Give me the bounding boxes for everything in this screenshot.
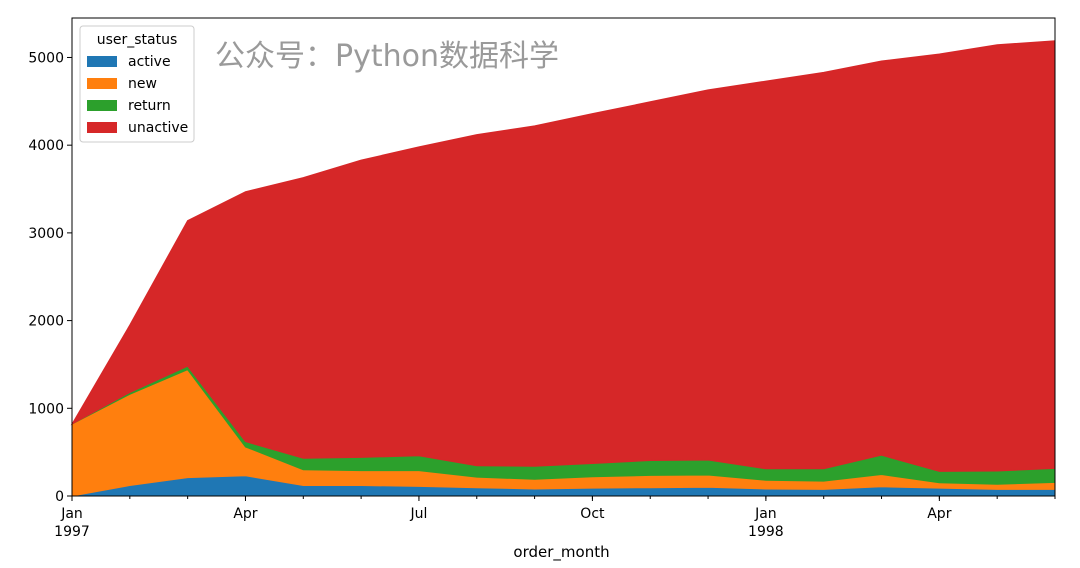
y-tick-label: 0 bbox=[55, 489, 64, 505]
y-tick-label: 3000 bbox=[28, 226, 64, 242]
x-tick-label: Apr bbox=[927, 506, 951, 522]
legend-label-new: new bbox=[128, 76, 157, 92]
y-axis: 0 1000 2000 3000 4000 5000 bbox=[28, 50, 72, 505]
legend-label-active: active bbox=[128, 54, 171, 70]
y-tick-label: 1000 bbox=[28, 401, 64, 417]
legend-label-return: return bbox=[128, 98, 171, 114]
y-tick-label: 2000 bbox=[28, 314, 64, 330]
legend-swatch-new bbox=[87, 78, 117, 89]
legend-swatch-active bbox=[87, 56, 117, 67]
x-axis: Jan 1997 Apr Jul Oct Jan 1998 Apr bbox=[54, 496, 1056, 540]
legend-swatch-return bbox=[87, 100, 117, 111]
x-tick-label: Oct bbox=[580, 506, 605, 522]
x-tick-label: Apr bbox=[233, 506, 257, 522]
x-axis-title: order_month bbox=[513, 543, 609, 562]
legend-title: user_status bbox=[97, 32, 178, 48]
legend-box bbox=[79, 25, 195, 143]
x-tick-label: Jul bbox=[409, 506, 427, 522]
x-tick-label: Jan bbox=[60, 506, 83, 522]
legend-swatch-unactive bbox=[87, 122, 117, 133]
y-tick-label: 5000 bbox=[28, 50, 64, 66]
x-tick-sublabel: 1997 bbox=[54, 524, 90, 540]
x-tick-label: Jan bbox=[754, 506, 777, 522]
area-series-group bbox=[70, 40, 1056, 497]
watermark-text: 公众号：Python数据科学 bbox=[215, 39, 559, 74]
area-unactive bbox=[70, 40, 1056, 472]
plot-frame bbox=[71, 17, 1056, 497]
x-tick-sublabel: 1998 bbox=[748, 524, 784, 540]
y-tick-label: 4000 bbox=[28, 138, 64, 154]
legend-label-unactive: unactive bbox=[128, 120, 188, 136]
